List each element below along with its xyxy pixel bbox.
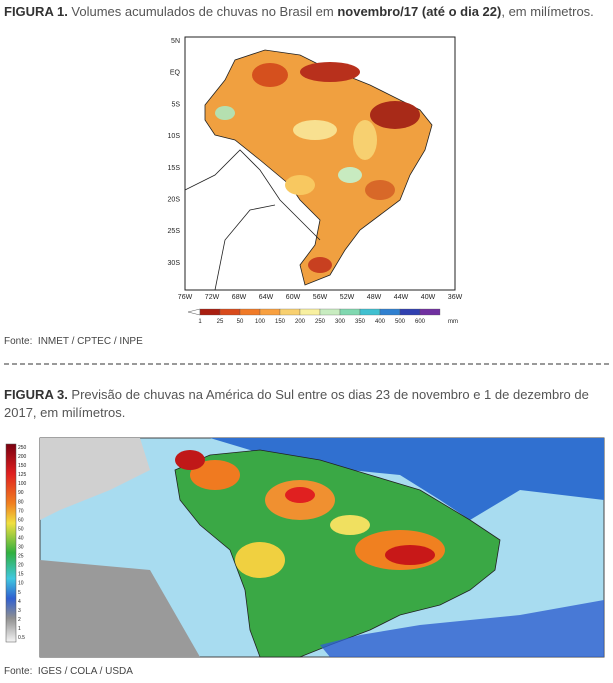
source-label: Fonte: [4,336,33,347]
colorbar-label: 250 [315,319,326,325]
legend-label: 1 [18,626,21,632]
legend-label: 100 [18,481,27,487]
rain-blobs [215,62,420,273]
colorbar-label: 100 [255,319,266,325]
lon-label: 72W [205,294,220,301]
lon-label: 56W [313,294,328,301]
lon-label: 48W [367,294,382,301]
colorbar-label: 200 [295,319,306,325]
figure3-map: 250 200 150 125 100 90 80 70 60 50 40 30 25 20 15 10 5 4 3… [5,437,605,658]
lat-label: 5S [171,101,180,108]
legend-label: 20 [18,563,24,569]
colorbar-cell [279,308,301,316]
colorbar-cell [199,308,221,316]
figure3-caption: FIGURA 3. Previsão de chuvas na América … [4,386,609,422]
legend-label: 2 [18,617,21,623]
colorbar-label: 25 [217,319,224,325]
legend-label: 5 [18,590,21,596]
colorbar-cell [219,308,241,316]
lat-label: EQ [170,70,181,77]
legend-label: 25 [18,554,24,560]
unit: mm [448,319,458,325]
caption-text: Volumes acumulados de chuvas no Brasil e… [67,4,338,19]
lon-label: 44W [394,294,409,301]
colorbar-label: 350 [355,319,366,325]
grey-area [40,560,200,657]
border [184,149,321,241]
lon-label: 64W [259,294,274,301]
legend-label: 70 [18,508,24,514]
colorbar-cell [239,308,261,316]
lat-label: 10S [168,133,181,140]
legend-label: 250 [18,445,27,451]
legend-label: 50 [18,526,24,532]
colorbar-label: 1 [198,319,202,325]
lon-label: 52W [340,294,355,301]
figure-label: FIGURA 3. [4,387,68,402]
grey-area [40,438,150,520]
lat-label: 15S [168,165,181,172]
lon-label: 36W [448,294,463,301]
legend-label: 125 [18,472,27,478]
colorbar-label: 50 [237,319,244,325]
legend-label: 150 [18,463,27,469]
caption-text: Previsão de chuvas na América do Sul ent… [4,387,589,420]
lat-label: 5N [171,38,180,45]
lat-label: 20S [168,197,181,204]
colorbar-cell [339,308,361,316]
colorbar-label: 400 [375,319,386,325]
colorbar-label: 150 [275,319,286,325]
colorbar-label: 300 [335,319,346,325]
colorbar-cell [259,308,281,316]
colorbar-cell [419,308,441,316]
colorbar-arrow [187,308,201,316]
source-label: Fonte: [4,666,33,677]
legend-label: 90 [18,490,24,496]
colorbar-cell [359,308,381,316]
legend-label: 40 [18,535,24,541]
caption-text: , em milímetros. [501,4,594,19]
legend-label: 4 [18,599,21,605]
legend-label: 80 [18,499,24,505]
lat-label: 30S [168,260,181,267]
colorbar-cell [319,308,341,316]
continent [174,449,501,658]
lon-label: 76W [178,294,193,301]
legend-label: 60 [18,517,24,523]
source-text: INMET / CPTEC / INPE [37,336,143,347]
lon-label: 68W [232,294,247,301]
colorbar-label: 600 [415,319,426,325]
legend-label: 200 [18,454,27,460]
colorbar-cell [379,308,401,316]
legend-label: 30 [18,545,24,551]
source: Fonte: IGES / COLA / USDA [4,666,133,677]
colorbar-label: 500 [395,319,406,325]
south-rain [320,600,604,657]
colorbar-cell [399,308,421,316]
source-text: IGES / COLA / USDA [37,666,133,677]
legend-label: 15 [18,572,24,578]
border [214,204,276,291]
source: Fonte: INMET / CPTEC / INPE [4,336,143,347]
rain-blobs [175,450,445,578]
lat-label: 25S [168,228,181,235]
figure1-caption: FIGURA 1. Volumes acumulados de chuvas n… [4,3,609,21]
legend-bar [5,443,17,643]
lon-label: 60W [286,294,301,301]
legend-label: 10 [18,581,24,587]
legend-label: 0.5 [18,635,25,641]
lon-label: 40W [421,294,436,301]
figure1-map: 5N EQ 5S 10S 15S 20S 25S 30S 76W 72W 68W 64W 60W 56W 5… [168,36,463,325]
legend-label: 3 [18,608,21,614]
colorbar-cell [299,308,321,316]
separator [4,363,609,365]
figure-label: FIGURA 1. [4,4,68,19]
caption-bold: novembro/17 (até o dia 22) [337,4,502,19]
